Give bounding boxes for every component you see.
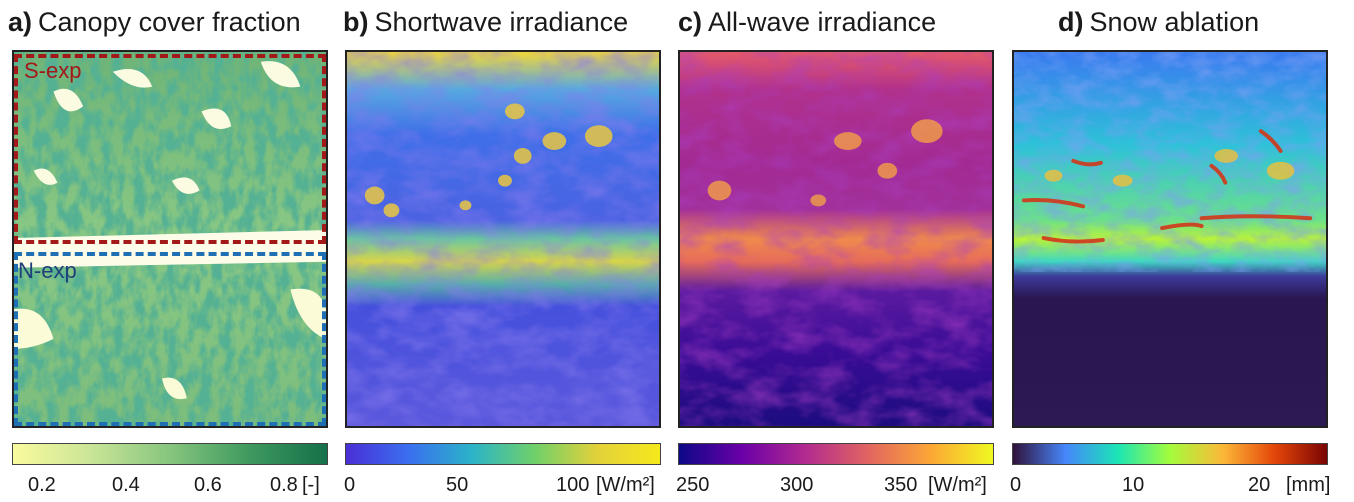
panel-b-unit: [W/m²] [596,474,655,496]
panel-d-map [1012,50,1328,428]
panel-a-tick-label: 0.6 [194,474,222,496]
panel-d-tick-label: 0 [1010,474,1022,496]
n-exp-label: N-exp [18,258,77,283]
panel-b-map [345,50,661,428]
s-exp-region-box [14,54,326,244]
panel-b-colorbar [345,443,661,465]
panel-d-unit: [mm] [1286,474,1331,496]
panel-d-tick-label: 20 [1248,474,1271,496]
panel-c-colorbar [678,443,994,465]
panel-d-colorbar [1012,443,1328,465]
panel-d-title-text: Snow ablation [1089,7,1260,37]
panel-b-letter: b) [343,7,369,37]
panel-c-title: c) All-wave irradiance [678,2,936,42]
panel-c-map [678,50,994,428]
n-exp-region-box [14,252,326,426]
panel-b-title-text: Shortwave irradiance [374,7,629,37]
panel-b-tick-label: 50 [446,474,469,496]
panel-b-tick-label: 0 [344,474,356,496]
panel-a-letter: a) [8,7,33,37]
panel-d-title: d) Snow ablation [1058,2,1259,42]
panel-c-tick-label: 250 [676,474,710,496]
panel-d-tick-label: 10 [1122,474,1145,496]
panel-c-letter: c) [678,7,703,37]
s-exp-label: S-exp [24,58,82,83]
panel-c-unit: [W/m²] [928,474,987,496]
panel-a-title-text: Canopy cover fraction [38,7,301,37]
panel-a-colorbar [12,443,328,465]
panel-c-title-text: All-wave irradiance [708,7,937,37]
panel-a-tick-label: 0.4 [112,474,140,496]
panel-a-tick-label: 0.2 [28,474,56,496]
panel-c-tick-label: 300 [780,474,814,496]
panel-b-tick-label: 100 [556,474,590,496]
panel-d-letter: d) [1058,7,1084,37]
panel-a-tick-label: 0.8 [270,474,298,496]
panel-a-title: a) Canopy cover fraction [8,2,301,42]
panel-a-unit: [-] [302,474,320,496]
panel-c-tick-label: 350 [884,474,918,496]
panel-b-title: b) Shortwave irradiance [343,2,628,42]
panel-a-map [12,50,328,428]
